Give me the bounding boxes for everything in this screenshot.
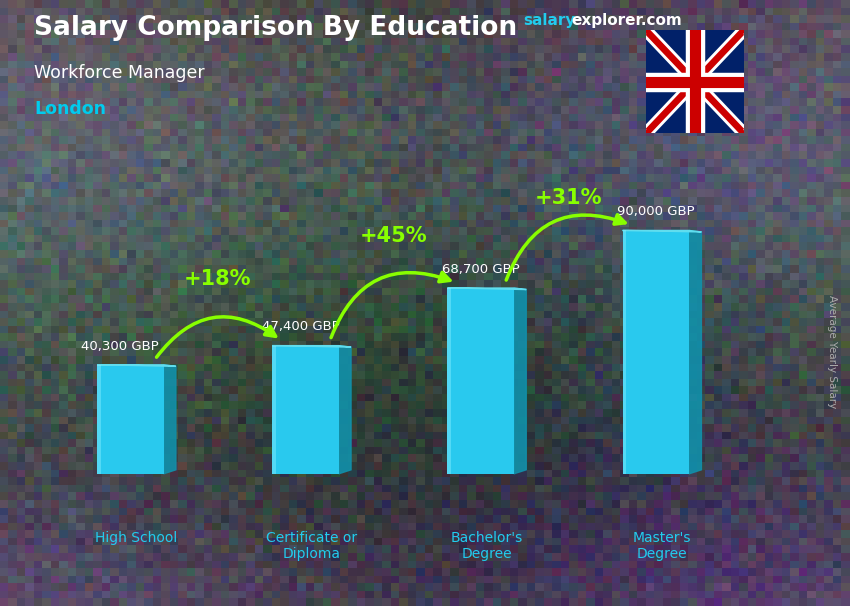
Polygon shape	[339, 345, 351, 474]
Text: Certificate or
Diploma: Certificate or Diploma	[266, 531, 357, 561]
Polygon shape	[514, 288, 526, 474]
Text: Bachelor's
Degree: Bachelor's Degree	[450, 531, 523, 561]
Text: +45%: +45%	[360, 226, 427, 246]
Polygon shape	[622, 230, 701, 232]
Text: explorer.com: explorer.com	[571, 13, 682, 28]
Text: High School: High School	[95, 531, 178, 545]
Polygon shape	[272, 345, 351, 347]
Text: salary: salary	[523, 13, 575, 28]
Text: Salary Comparison By Education: Salary Comparison By Education	[34, 15, 517, 41]
Bar	[622, 230, 689, 474]
Text: 68,700 GBP: 68,700 GBP	[442, 263, 520, 276]
Bar	[97, 365, 164, 474]
Bar	[272, 345, 276, 474]
Text: Average Yearly Salary: Average Yearly Salary	[827, 295, 837, 408]
Polygon shape	[447, 288, 526, 290]
Text: London: London	[34, 100, 106, 118]
Text: 47,400 GBP: 47,400 GBP	[262, 321, 339, 333]
Text: Master's
Degree: Master's Degree	[632, 531, 691, 561]
Text: +18%: +18%	[184, 269, 252, 289]
FancyArrowPatch shape	[331, 272, 450, 338]
FancyArrowPatch shape	[156, 317, 275, 357]
Text: 90,000 GBP: 90,000 GBP	[617, 205, 694, 218]
Bar	[272, 345, 339, 474]
Text: Workforce Manager: Workforce Manager	[34, 64, 205, 82]
Text: 40,300 GBP: 40,300 GBP	[82, 340, 159, 353]
Bar	[97, 365, 101, 474]
Polygon shape	[97, 365, 176, 367]
Bar	[622, 230, 626, 474]
FancyArrowPatch shape	[507, 215, 625, 280]
Polygon shape	[689, 230, 701, 474]
Text: +31%: +31%	[535, 188, 602, 208]
Polygon shape	[164, 365, 176, 474]
Bar	[447, 288, 451, 474]
Bar	[447, 288, 514, 474]
